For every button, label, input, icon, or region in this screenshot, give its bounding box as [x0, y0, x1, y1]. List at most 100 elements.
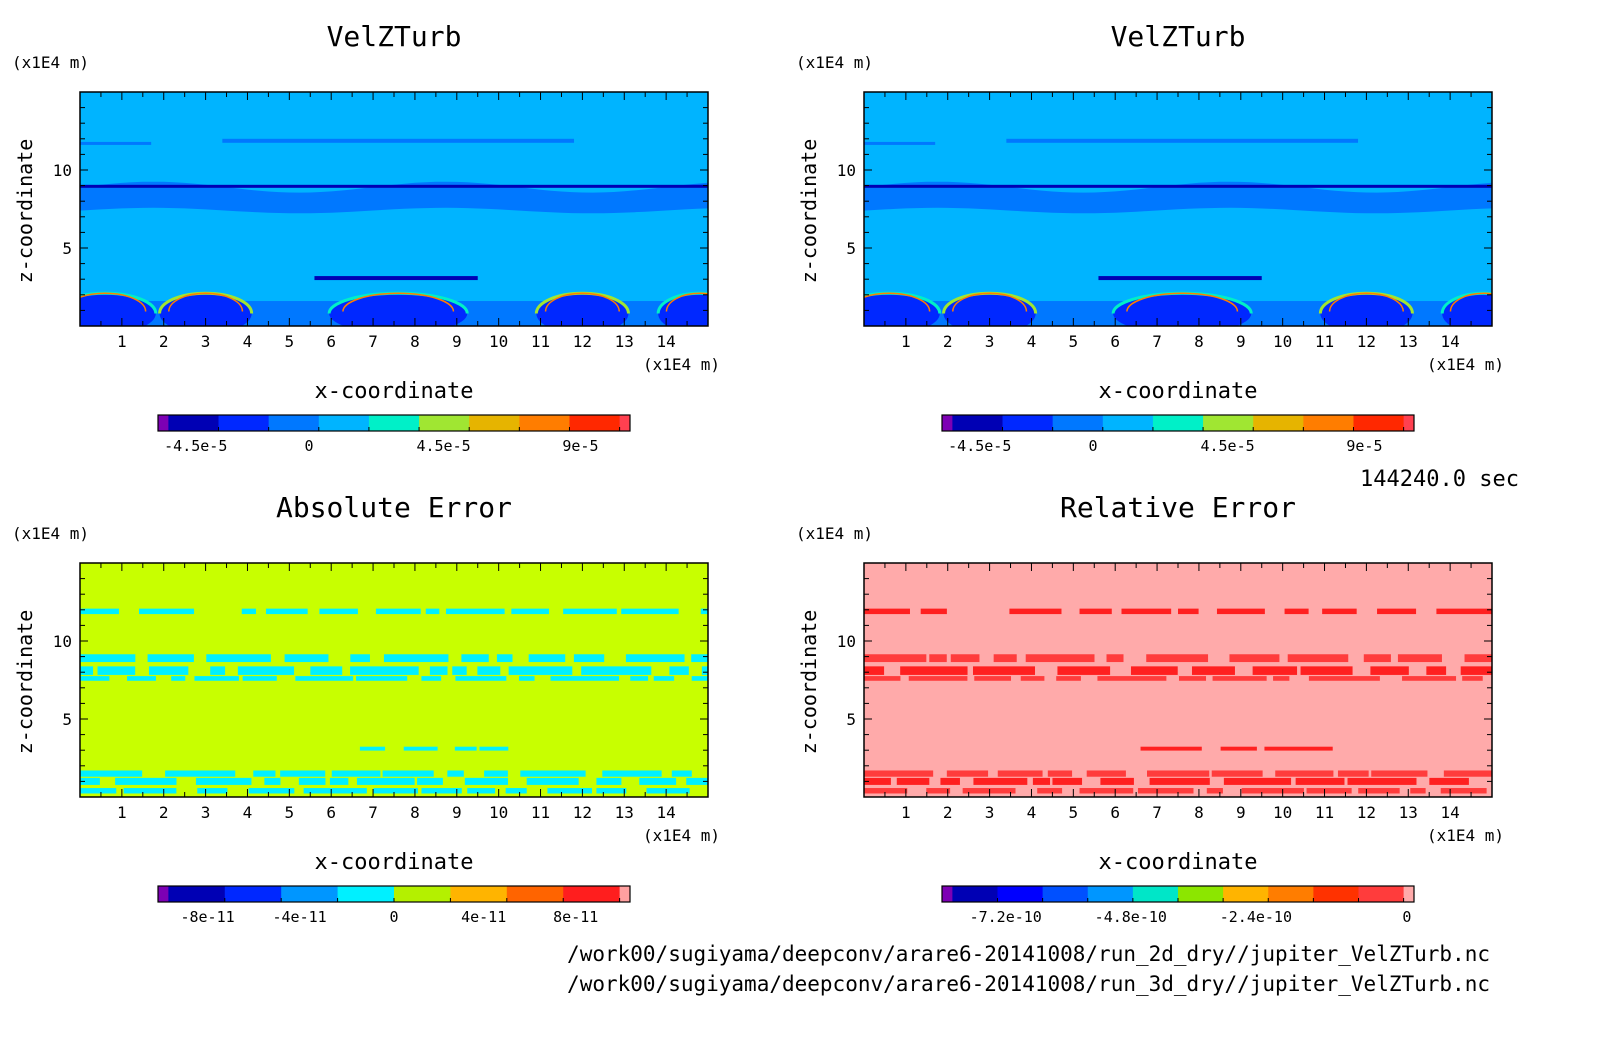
error-patch — [237, 666, 295, 675]
y-tick-label: 5 — [62, 239, 72, 258]
error-patch — [1097, 676, 1167, 681]
panel-title: Absolute Error — [276, 491, 512, 524]
x-tick-label: 3 — [201, 803, 211, 822]
colorbar-swatch — [1132, 886, 1179, 902]
colorbar-swatch — [952, 415, 1004, 431]
error-patch — [1275, 770, 1334, 777]
eddy-core — [1113, 293, 1252, 326]
y-unit-label: (x1E4 m) — [12, 53, 89, 72]
colorbar-label: -4.5e-5 — [948, 437, 1011, 455]
error-patch — [1402, 676, 1457, 681]
error-patch — [505, 788, 527, 794]
y-tick-label: 10 — [53, 632, 72, 651]
x-tick-label: 6 — [326, 332, 336, 351]
error-patch — [1130, 666, 1178, 675]
error-patch — [511, 608, 550, 615]
error-patch — [1436, 608, 1492, 615]
error-patch — [520, 770, 586, 777]
error-patch — [864, 676, 901, 681]
error-patch — [115, 777, 177, 785]
x-unit-label: (x1E4 m) — [643, 826, 720, 845]
colorbar-label: -4.8e-10 — [1095, 908, 1167, 926]
x-tick-label: 14 — [1441, 803, 1460, 822]
error-patch — [1287, 654, 1349, 663]
x-tick-label: 4 — [1027, 332, 1037, 351]
colorbar-swatch — [168, 886, 226, 902]
error-patch — [1460, 666, 1492, 675]
error-patch — [1057, 666, 1111, 675]
error-patch — [1358, 788, 1400, 794]
y-unit-label: (x1E4 m) — [796, 53, 873, 72]
eddy-core — [159, 293, 252, 326]
error-patch — [477, 666, 501, 675]
error-patch — [701, 666, 708, 675]
error-patch — [563, 608, 617, 615]
error-patch — [630, 676, 649, 681]
error-patch — [80, 676, 110, 681]
error-patch — [148, 666, 189, 675]
colorbar-swatch — [563, 886, 621, 902]
error-patch — [383, 654, 449, 663]
error-patch — [206, 654, 271, 663]
error-patch — [452, 666, 467, 675]
band-12km-left — [80, 141, 152, 145]
x-tick-label: 14 — [657, 803, 676, 822]
band-12km — [1006, 138, 1359, 143]
y-tick-label: 5 — [846, 239, 856, 258]
error-patch — [596, 788, 627, 794]
error-patch — [896, 777, 930, 785]
band-12km-left — [864, 141, 936, 145]
x-tick-label: 12 — [573, 332, 592, 351]
colorbar-swatch — [1152, 415, 1204, 431]
y-tick-label: 10 — [837, 161, 856, 180]
x-tick-label: 13 — [1399, 803, 1418, 822]
x-tick-label: 3 — [201, 332, 211, 351]
error-patch — [926, 788, 951, 794]
error-patch — [356, 777, 415, 785]
error-patch — [1295, 777, 1345, 785]
error-patch — [421, 788, 462, 794]
error-patch — [573, 654, 605, 663]
y-axis-label: z-coordinate — [797, 139, 821, 284]
error-patch — [1211, 770, 1263, 777]
colorbar-swatch — [1358, 886, 1405, 902]
x-tick-label: 1 — [901, 803, 911, 822]
y-axis-label: z-coordinate — [13, 610, 37, 755]
colorbar-swatch — [469, 415, 520, 431]
x-tick-label: 8 — [1194, 332, 1204, 351]
error-patch — [671, 770, 692, 777]
error-patch — [997, 770, 1043, 777]
colorbar-swatch — [394, 886, 451, 902]
error-patch — [864, 654, 927, 663]
error-patch — [1206, 788, 1223, 794]
colorbar-swatch — [419, 415, 470, 431]
colorbar-label: 9e-5 — [562, 437, 598, 455]
x-tick-label: 9 — [452, 332, 462, 351]
colorbar-label: 0 — [305, 437, 314, 455]
x-tick-label: 13 — [1399, 332, 1418, 351]
x-tick-label: 11 — [531, 803, 550, 822]
error-patch — [900, 666, 968, 675]
error-patch — [1241, 788, 1304, 794]
colorbar-swatch — [1002, 415, 1054, 431]
error-patch — [1397, 654, 1442, 663]
eddy-arc-inner — [168, 292, 244, 312]
error-patch — [1140, 746, 1202, 751]
eddy-arc-inner — [952, 292, 1028, 312]
error-patch — [920, 608, 947, 615]
error-patch — [508, 666, 573, 675]
x-tick-label: 7 — [1152, 803, 1162, 822]
eddy-arc-inner — [544, 292, 620, 312]
colorbar-label: -8e-11 — [180, 908, 234, 926]
error-patch — [197, 788, 228, 794]
error-patch — [242, 676, 277, 681]
error-patch — [1025, 654, 1095, 663]
x-tick-label: 8 — [410, 332, 420, 351]
x-tick-label: 6 — [326, 803, 336, 822]
colorbar-swatch — [1042, 886, 1089, 902]
error-patch — [447, 770, 464, 777]
x-tick-label: 5 — [285, 803, 295, 822]
error-patch — [625, 654, 685, 663]
x-tick-label: 1 — [901, 332, 911, 351]
band-3km — [1098, 276, 1262, 281]
